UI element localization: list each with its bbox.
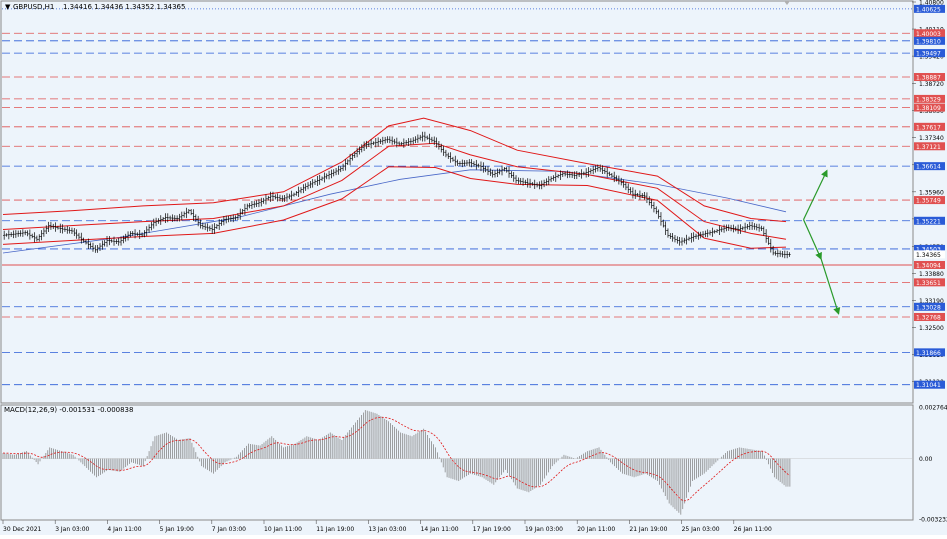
- level-price-label: 1.40625: [916, 6, 941, 13]
- price-tick-label: 1.40800: [919, 0, 944, 7]
- level-price-tag: [914, 260, 945, 269]
- time-tick-label: 7 Jan 03:00: [212, 526, 246, 533]
- level-price-label: 1.40003: [916, 31, 941, 38]
- macd-label: MACD(12,26,9) -0.001531 -0.000838: [4, 406, 133, 414]
- level-price-label: 1.35749: [916, 198, 941, 205]
- level-price-tag: [914, 302, 945, 311]
- macd-tick-label: -0.003232: [919, 517, 947, 524]
- arrows-layer: [802, 169, 841, 315]
- level-price-tag: [914, 142, 945, 151]
- level-price-label: 1.32768: [916, 314, 941, 321]
- level-price-label: 1.37121: [916, 144, 941, 151]
- level-price-tag: [914, 244, 945, 253]
- time-tick-label: 13 Jan 03:00: [368, 526, 406, 533]
- price-tick-label: 1.33880: [919, 271, 944, 278]
- macd-tick-label: 0.00: [919, 456, 933, 463]
- level-price-label: 1.38887: [916, 75, 941, 82]
- level-price-label: 1.34503: [916, 246, 941, 253]
- macd-signal-line: [2, 416, 791, 502]
- level-price-label: 1.31866: [916, 350, 941, 357]
- time-tick-label: 17 Jan 19:00: [473, 526, 511, 533]
- main-pane-frame: [0, 0, 914, 404]
- level-price-tag: [914, 49, 945, 58]
- level-price-label: 1.31041: [916, 382, 941, 389]
- time-tick-label: 19 Jan 03:00: [525, 526, 563, 533]
- macd-pane-frame: [0, 404, 914, 521]
- time-tick-label: 25 Jan 03:00: [682, 526, 720, 533]
- bollinger-upper-line: [2, 117, 787, 223]
- level-price-label: 1.33651: [916, 280, 941, 287]
- level-price-label: 1.38109: [916, 105, 941, 112]
- level-price-label: 1.33028: [916, 304, 941, 311]
- level-price-tag: [914, 73, 945, 82]
- price-tick-label: 1.39420: [919, 54, 944, 61]
- ohlc-values: 1.34416 1.34436 1.34352 1.34365: [63, 3, 185, 11]
- time-tick-label: 26 Jan 11:00: [734, 526, 772, 533]
- level-price-label: 1.36614: [916, 164, 941, 171]
- level-price-tag: [914, 122, 945, 131]
- bollinger-middle-line: [2, 142, 787, 240]
- forecast-arrow[interactable]: [802, 219, 822, 260]
- level-price-tag: [914, 94, 945, 103]
- level-price-tag: [914, 380, 945, 389]
- level-price-label: 1.39810: [916, 38, 941, 45]
- level-price-tag: [914, 36, 945, 45]
- level-price-label: 1.34365: [916, 252, 941, 259]
- price-tick-label: 1.37340: [919, 135, 944, 142]
- symbol-label: GBPUSD,H1: [13, 3, 54, 11]
- time-tick-label: 21 Jan 19:00: [629, 526, 667, 533]
- symbol-dropdown-icon[interactable]: ▼: [5, 3, 11, 11]
- moving-average-line: [2, 169, 787, 254]
- price-tick-label: 1.38720: [919, 81, 944, 88]
- level-price-tag: [914, 162, 945, 171]
- price-tick-label: 1.32500: [919, 325, 944, 332]
- time-tick-label: 11 Jan 19:00: [316, 526, 354, 533]
- price-tick-label: 1.35960: [919, 189, 944, 196]
- levels-layer: [2, 8, 912, 386]
- forecast-arrow[interactable]: [802, 169, 828, 220]
- moving-average-layer: [2, 169, 787, 254]
- bollinger-layer: [2, 117, 787, 249]
- time-tick-label: 30 Dec 2021: [3, 526, 42, 533]
- level-price-label: 1.35221: [916, 218, 941, 225]
- time-tick-label: 3 Jan 03:00: [55, 526, 89, 533]
- level-price-tag: [914, 250, 945, 259]
- level-price-tag: [914, 196, 945, 205]
- level-price-tag: [914, 312, 945, 321]
- level-price-tag: [914, 278, 945, 287]
- level-price-tag: [914, 4, 945, 13]
- price-tick-label: 1.33190: [919, 298, 944, 305]
- level-price-tag: [914, 29, 945, 38]
- forecast-arrow[interactable]: [820, 258, 841, 315]
- time-tick-label: 5 Jan 19:00: [160, 526, 194, 533]
- macd-layer: 0.002764 0.00 -0.003232: [2, 405, 947, 524]
- chart-shift-marker-icon[interactable]: [784, 1, 790, 5]
- candles-layer: [2, 131, 791, 259]
- time-tick-label: 4 Jan 11:00: [107, 526, 141, 533]
- level-price-label: 1.34094: [916, 262, 941, 269]
- macd-tick-label: 0.002764: [919, 405, 947, 412]
- level-price-label: 1.39497: [916, 51, 941, 58]
- level-price-tag: [914, 348, 945, 357]
- level-price-tag: [914, 103, 945, 112]
- level-price-tag: [914, 216, 945, 225]
- level-price-label: 1.37617: [916, 124, 941, 131]
- price-tick-label: 1.38030: [919, 108, 944, 115]
- bollinger-lower-line: [2, 166, 787, 249]
- level-price-label: 1.38329: [916, 96, 941, 103]
- time-tick-label: 10 Jan 11:00: [264, 526, 302, 533]
- time-tick-label: 20 Jan 11:00: [577, 526, 615, 533]
- time-tick-label: 14 Jan 11:00: [421, 526, 459, 533]
